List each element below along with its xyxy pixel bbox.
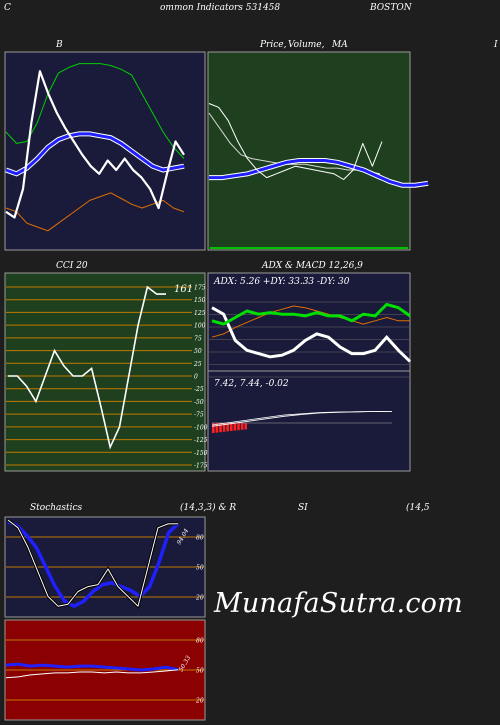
cci-tick-label: 25 [193, 361, 202, 368]
rsi-tick-label: 80 [196, 638, 204, 645]
cci-tick-label: -75 [194, 412, 204, 419]
adx-series [211, 302, 412, 427]
stoch-title-mid: (14,3,3) & R [180, 503, 237, 513]
cci-tick-label: 75 [194, 335, 202, 342]
cci-tick-label: -25 [194, 386, 204, 393]
adx-plus-dy [211, 302, 411, 326]
stoch-title-far: (14,5 [406, 503, 430, 513]
macd-hist-bar [215, 423, 219, 433]
price-close-line [208, 103, 383, 180]
price-series [208, 103, 429, 188]
stoch-title-left: Stochastics [30, 503, 83, 513]
header-middle: ommon Indicators 531458 [160, 3, 281, 13]
stoch-d-line [7, 520, 180, 608]
macd-histogram [212, 422, 392, 433]
macd-hist-bar [222, 423, 226, 432]
adx-title: ADX & MACD 12,26,9 [262, 261, 363, 271]
cci-panel [4, 272, 206, 472]
stoch-tick-label: 80 [196, 535, 204, 542]
adx-panel [207, 272, 411, 472]
cci-line [8, 285, 166, 450]
price-ma-line [208, 112, 381, 175]
cci-tick-label: 100 [194, 323, 206, 330]
macd-hist-bar [230, 423, 233, 431]
cci-tick-label: 0 [194, 374, 198, 381]
stoch-series [7, 518, 180, 610]
stoch-tick-label: 20 [195, 595, 204, 602]
rsi-tick-label: 50 [196, 668, 204, 675]
price-panel [207, 51, 411, 251]
bb-panel [4, 51, 206, 251]
macd-hist-bar [219, 423, 222, 433]
cci-tick-label: -150 [194, 450, 208, 457]
bb-title: B [56, 40, 63, 50]
adx-minus-dy [211, 305, 410, 338]
cci-title: CCI 20 [56, 261, 88, 271]
header-left: C [4, 3, 11, 13]
macd-hist-bar [244, 423, 247, 430]
bb-series [5, 63, 185, 232]
price-title-1: Price, [260, 40, 287, 50]
rsi-blue-line [5, 662, 179, 672]
stoch-grid: 80 50 20 [6, 535, 204, 602]
cci-value-label: 161 [174, 284, 193, 295]
macd-hist-bar [226, 423, 229, 432]
price-title-2: Volume, [288, 40, 325, 50]
cci-tick-label: -50 [194, 399, 204, 406]
bb-middle-band [5, 132, 185, 176]
macd-hist-bar [212, 423, 215, 433]
cci-tick-label: -175 [194, 463, 208, 470]
cci-tick-label: -125 [194, 437, 208, 444]
macd-readout: 7.42, 7.44, -0.02 [214, 379, 289, 389]
bb-price-line [5, 70, 185, 219]
adx-readout: ADX: 5.26 +DY: 33.33 -DY: 30 [213, 277, 350, 287]
cci-grid: 175 150 125 100 75 50 25 0 -25 -50 -75 -100 -125 -150… [6, 285, 208, 470]
price-right-mark: I [494, 40, 498, 50]
bb-upper-band [5, 63, 185, 159]
stoch-k-line [7, 519, 179, 607]
stoch-tick-label: 50 [196, 565, 204, 572]
price-title-3: MA [332, 40, 348, 50]
rsi-line [5, 669, 179, 679]
macd-signal-line [211, 411, 393, 427]
cci-tick-label: 150 [194, 297, 206, 304]
rsi-series [5, 662, 179, 679]
adx-line [211, 307, 411, 362]
cci-tick-label: 125 [194, 310, 206, 317]
stoch-title-right: SI [298, 503, 308, 513]
rsi-grid: 80 50 20 [6, 638, 204, 705]
cci-series [8, 285, 166, 450]
macd-hist-bar [233, 423, 237, 431]
macd-hist-bar [240, 423, 244, 430]
cci-tick-label: 175 [194, 285, 206, 292]
price-ma-thick [209, 159, 429, 187]
header-right: BOSTON [370, 3, 412, 13]
rsi-tick-label: 20 [195, 698, 204, 705]
cci-tick-label: 50 [194, 348, 202, 355]
bb-orange-line [5, 192, 185, 232]
brand-watermark: MunafaSutra.com [214, 588, 463, 619]
cci-tick-label: -100 [194, 424, 208, 431]
macd-hist-bar [237, 423, 240, 431]
